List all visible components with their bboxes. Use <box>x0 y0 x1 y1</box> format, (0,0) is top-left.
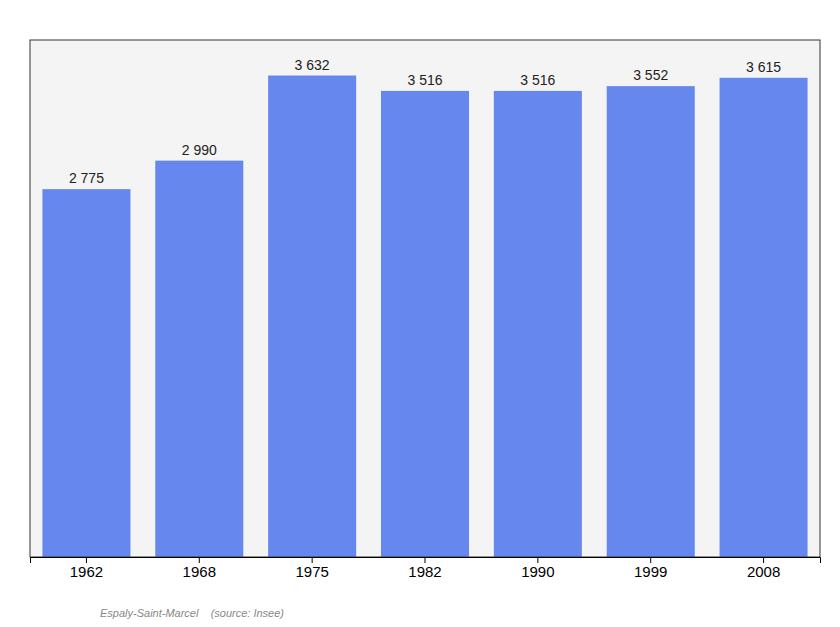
x-tick-label: 1982 <box>408 563 441 580</box>
annotations: Espaly-Saint-Marcel (source: Insee) <box>100 607 284 619</box>
bar <box>607 86 695 557</box>
bar <box>381 91 469 557</box>
plot-background <box>30 40 820 557</box>
x-tick-label: 1999 <box>634 563 667 580</box>
plot: 2 7752 9903 6323 5163 5163 5523 61519621… <box>30 40 821 580</box>
bar <box>494 91 582 557</box>
x-tick-label: 1962 <box>70 563 103 580</box>
x-tick-label: 2008 <box>747 563 780 580</box>
x-tick: 1982 <box>408 557 441 580</box>
plot-frame <box>30 40 820 557</box>
x-tick: 1999 <box>634 557 667 580</box>
bar <box>42 189 130 557</box>
x-axis: 1962 1968 1975 1982 1990 1999 2008 <box>31 557 821 580</box>
x-tick: 1962 <box>70 557 103 580</box>
x-tick: 2008 <box>747 557 780 580</box>
x-tick-label: 1968 <box>183 563 216 580</box>
data-label: 3 552 <box>633 67 668 83</box>
data-label: 2 990 <box>182 142 217 158</box>
data-label: 2 775 <box>69 170 104 186</box>
source-note: Espaly-Saint-Marcel (source: Insee) <box>100 607 284 619</box>
x-tick-label: 1975 <box>295 563 328 580</box>
data-label: 3 516 <box>407 72 442 88</box>
data-label: 3 632 <box>295 57 330 73</box>
bar <box>155 161 243 557</box>
data-label: 3 615 <box>746 59 781 75</box>
data-label: 3 516 <box>520 72 555 88</box>
chart-svg: 2 7752 9903 6323 5163 5163 5523 61519621… <box>0 0 840 627</box>
x-tick: 1968 <box>183 557 216 580</box>
bars <box>42 76 807 557</box>
x-tick: 1990 <box>521 557 554 580</box>
data-labels: 2 775 2 990 3 632 3 516 3 516 3 552 3 615 <box>69 57 781 187</box>
x-tick-label: 1990 <box>521 563 554 580</box>
bar <box>268 76 356 557</box>
bar <box>720 78 808 557</box>
x-tick: 1975 <box>295 557 328 580</box>
